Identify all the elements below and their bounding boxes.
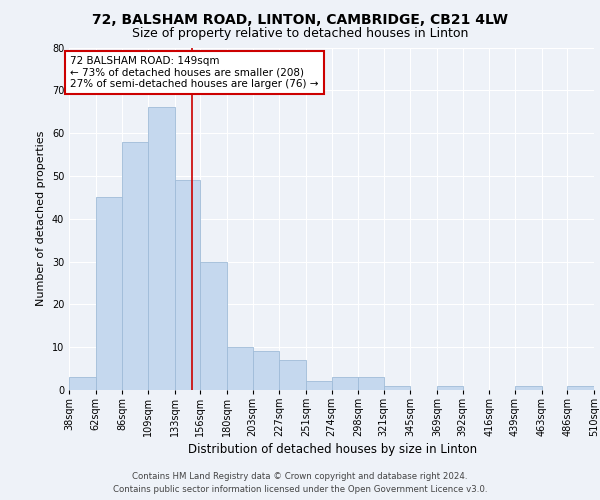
- Text: Distribution of detached houses by size in Linton: Distribution of detached houses by size …: [188, 442, 478, 456]
- Bar: [384, 386, 410, 390]
- Text: Contains HM Land Registry data © Crown copyright and database right 2024.: Contains HM Land Registry data © Crown c…: [132, 472, 468, 481]
- Bar: [568, 386, 594, 390]
- Text: 72 BALSHAM ROAD: 149sqm
← 73% of detached houses are smaller (208)
27% of semi-d: 72 BALSHAM ROAD: 149sqm ← 73% of detache…: [70, 56, 319, 90]
- Text: Size of property relative to detached houses in Linton: Size of property relative to detached ho…: [132, 28, 468, 40]
- Bar: [148, 108, 175, 390]
- Bar: [279, 360, 306, 390]
- Bar: [95, 198, 122, 390]
- Bar: [515, 386, 542, 390]
- Y-axis label: Number of detached properties: Number of detached properties: [36, 131, 46, 306]
- Bar: [122, 142, 148, 390]
- Bar: [200, 262, 227, 390]
- Text: 72, BALSHAM ROAD, LINTON, CAMBRIDGE, CB21 4LW: 72, BALSHAM ROAD, LINTON, CAMBRIDGE, CB2…: [92, 12, 508, 26]
- Bar: [175, 180, 200, 390]
- Bar: [437, 386, 463, 390]
- Bar: [306, 382, 331, 390]
- Text: Contains public sector information licensed under the Open Government Licence v3: Contains public sector information licen…: [113, 485, 487, 494]
- Bar: [69, 377, 95, 390]
- Bar: [227, 347, 253, 390]
- Bar: [253, 352, 279, 390]
- Bar: [358, 377, 384, 390]
- Bar: [331, 377, 358, 390]
